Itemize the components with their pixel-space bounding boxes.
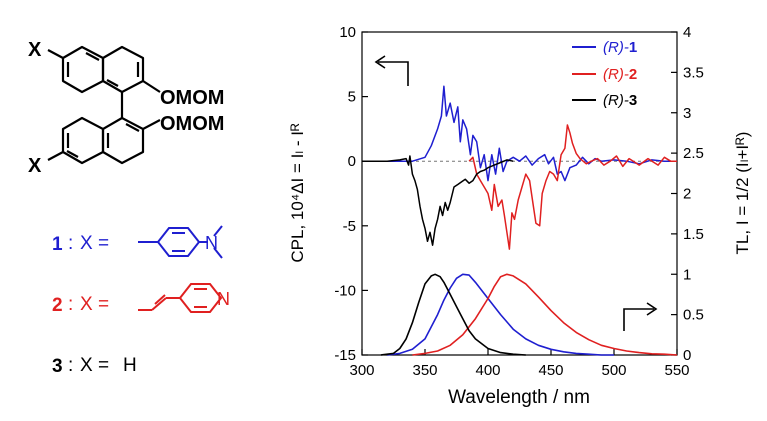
legend-label-2: (R)-2 — [603, 66, 637, 83]
binaphthyl-structure — [47, 45, 161, 165]
compound-2-x-eq: X = — [80, 294, 109, 315]
legend: (R)-1 (R)-2 (R)-3 — [572, 39, 637, 109]
x-tick-label: 400 — [475, 362, 500, 379]
y-right-tick-label: 0.5 — [683, 307, 704, 324]
y-axis-left-label: CPL, 10⁴ΔI = Iₗ - Iᴿ — [288, 123, 307, 263]
y-left-tick-label: -15 — [334, 347, 356, 364]
legend-label-3: (R)-3 — [603, 92, 637, 109]
x-tick-label: 300 — [349, 362, 374, 379]
compound-2-number: 2 — [52, 295, 63, 316]
y-right-tick-label: 3 — [683, 105, 691, 122]
compound-3-x-eq: X = — [80, 355, 109, 376]
omom-bottom-label: OMOM — [160, 113, 224, 135]
x-tick-label: 550 — [664, 362, 689, 379]
x-axis-label: Wavelength / nm — [448, 387, 590, 408]
compound-3-substituent: H — [123, 355, 137, 376]
compound-1-colon: : — [68, 233, 73, 254]
compound-3-row: 3 : X = H — [52, 355, 137, 377]
cpl-axis-arrow-icon — [374, 55, 409, 86]
legend-item-2: (R)-2 — [572, 66, 637, 83]
x-tick-label: 500 — [601, 362, 626, 379]
dimethylaminophenyl-structure — [138, 225, 223, 259]
compound-3-colon: : — [68, 355, 73, 376]
y-right-tick-label: 2.5 — [683, 145, 704, 162]
compound-1-x-eq: X = — [80, 233, 109, 254]
pyridylvinyl-structure — [138, 283, 223, 313]
compound-2-row: 2 : X = N — [52, 283, 230, 316]
y-right-tick-label: 1 — [683, 266, 691, 283]
legend-item-1: (R)-1 — [572, 39, 637, 56]
tl-series-1 — [387, 273, 614, 356]
y-right-tick-label: 1.5 — [683, 226, 704, 243]
y-left-tick-label: -10 — [334, 282, 356, 299]
tl-series-2 — [412, 273, 678, 356]
compound-1-row: 1 : X = N — [52, 225, 223, 259]
y-right-tick-label: 3.5 — [683, 64, 704, 81]
x-tick-label: 350 — [412, 362, 437, 379]
cpl-series-1 — [362, 85, 677, 182]
omom-top-label: OMOM — [160, 87, 224, 109]
legend-label-1: (R)-1 — [603, 39, 637, 56]
cpl-series-3 — [362, 155, 514, 246]
tl-series-3 — [380, 273, 526, 356]
y-right-tick-label: 4 — [683, 24, 691, 41]
cpl-series-2 — [468, 124, 677, 250]
cpl-tl-chart: -15 -10 -5 0 5 10 0 0.5 1 1.5 2 2.5 3 3.5 4 300 350 400… — [288, 24, 752, 408]
pyridine-n-label: N — [217, 289, 230, 309]
y-right-tick-label: 0 — [683, 347, 691, 364]
y-left-tick-label: 0 — [348, 153, 356, 170]
x-label-bottom: X — [28, 155, 42, 177]
compound-1-number: 1 — [52, 234, 63, 255]
y-left-tick-label: -5 — [343, 218, 356, 235]
x-tick-label: 450 — [538, 362, 563, 379]
y-axis-right-label: TL, I = 1/2 (Iₗ+Iᴿ) — [733, 132, 752, 255]
amine-n-label: N — [205, 233, 218, 253]
legend-item-3: (R)-3 — [572, 92, 637, 109]
compound-2-colon: : — [68, 294, 73, 315]
tl-axis-arrow-icon — [623, 302, 658, 331]
y-right-tick-label: 2 — [683, 186, 691, 203]
y-left-tick-label: 5 — [348, 89, 356, 106]
y-left-tick-label: 10 — [339, 24, 356, 41]
x-label-top: X — [28, 39, 42, 61]
compound-3-number: 3 — [52, 356, 63, 377]
